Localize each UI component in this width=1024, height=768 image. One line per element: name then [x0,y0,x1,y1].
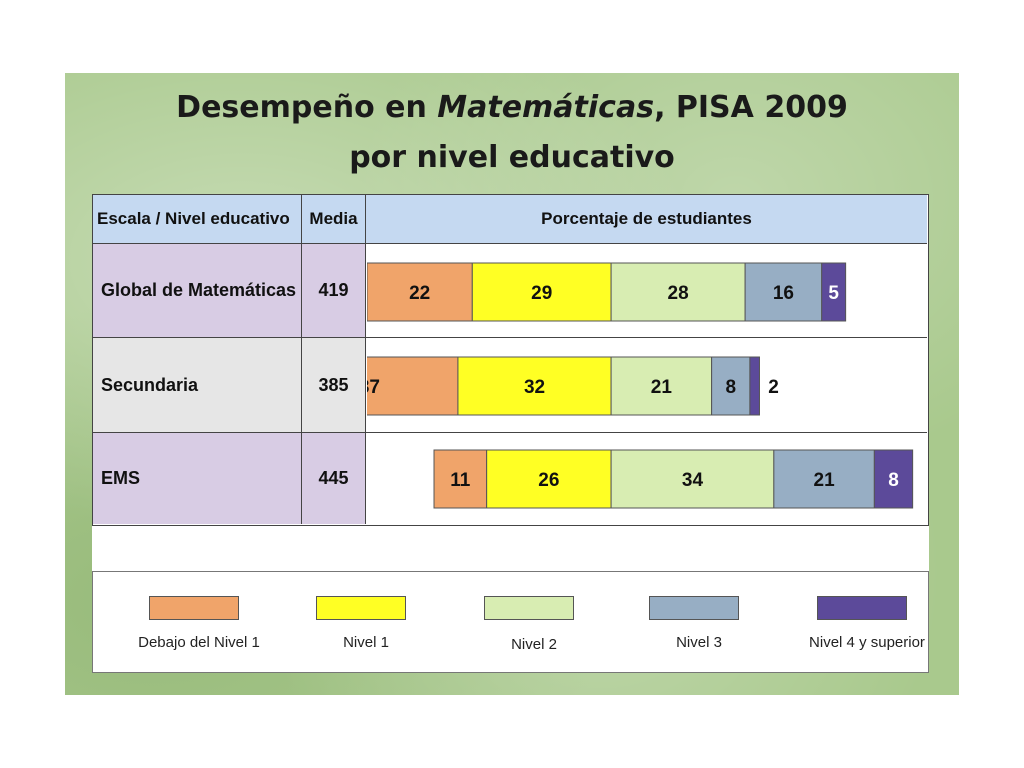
row-label-global: Global de Matemáticas [93,244,302,338]
data-label-below-level-1: 22 [409,283,430,304]
legend-swatch [484,596,574,620]
data-label-level-3: 16 [773,283,794,304]
row-label-secundaria: Secundaria [93,338,302,433]
legend: Debajo del Nivel 1 Nivel 1 Nivel 2 Nivel… [92,571,929,673]
row-mean-global: 419 [302,244,366,338]
data-label-level-2: 21 [651,377,673,398]
legend-label: Nivel 3 [676,634,722,651]
bar-level-1 [486,449,612,509]
bar-level-4-plus [873,449,914,509]
slide-title: Desempeño en Matemáticas, PISA 2009 por … [176,90,848,175]
header-level: Escala / Nivel educativo [93,195,302,244]
legend-label: Debajo del Nivel 1 [138,634,260,651]
row-divider [366,432,927,433]
data-label-level-2: 28 [668,283,689,304]
data-label-level-1: 29 [531,283,552,304]
data-label-level-4-plus: 5 [828,283,839,304]
data-label-level-2: 34 [682,470,704,491]
legend-swatch [149,596,239,620]
data-table: Escala / Nivel educativo Media Porcentaj… [92,194,929,526]
legend-swatch [817,596,907,620]
row-mean-secundaria: 385 [302,338,366,433]
slide-background: Desempeño en Matemáticas, PISA 2009 por … [65,73,959,695]
data-label-level-4-plus: 2 [768,377,779,398]
data-label-level-1: 32 [524,377,545,398]
data-label-below-level-1: 37 [367,377,380,398]
data-label-level-1: 26 [538,470,559,491]
legend-label: Nivel 2 [511,636,557,653]
bar-below-level-1 [367,262,473,322]
legend-swatch [649,596,739,620]
data-label-below-level-1: 11 [450,470,471,491]
row-mean-ems: 445 [302,433,366,524]
legend-swatch [316,596,406,620]
bar-level-1 [471,262,612,322]
bar-level-2 [610,356,713,416]
header-mean: Media [302,195,366,244]
bar-level-4-plus [821,262,847,322]
bar-level-4-plus [749,356,760,416]
row-divider [366,337,927,338]
stacked-bar-chart: 22 29 28 16 5 37 32 21 8 2 11 26 34 21 8 [367,262,914,509]
data-label-level-4-plus: 8 [888,470,899,491]
bar-below-level-1 [433,449,488,509]
table-spacer [92,526,929,571]
row-label-ems: EMS [93,433,302,524]
bar-level-3 [773,449,875,509]
bar-level-3 [711,356,751,416]
bar-level-1 [457,356,612,416]
legend-label: Nivel 1 [343,634,389,651]
header-percentage: Porcentaje de estudiantes [366,195,927,244]
data-label-level-3: 21 [814,470,836,491]
data-label-level-3: 8 [725,377,736,398]
legend-label: Nivel 4 y superior [809,634,925,651]
bar-level-3 [744,262,823,322]
bar-below-level-1 [367,356,459,416]
